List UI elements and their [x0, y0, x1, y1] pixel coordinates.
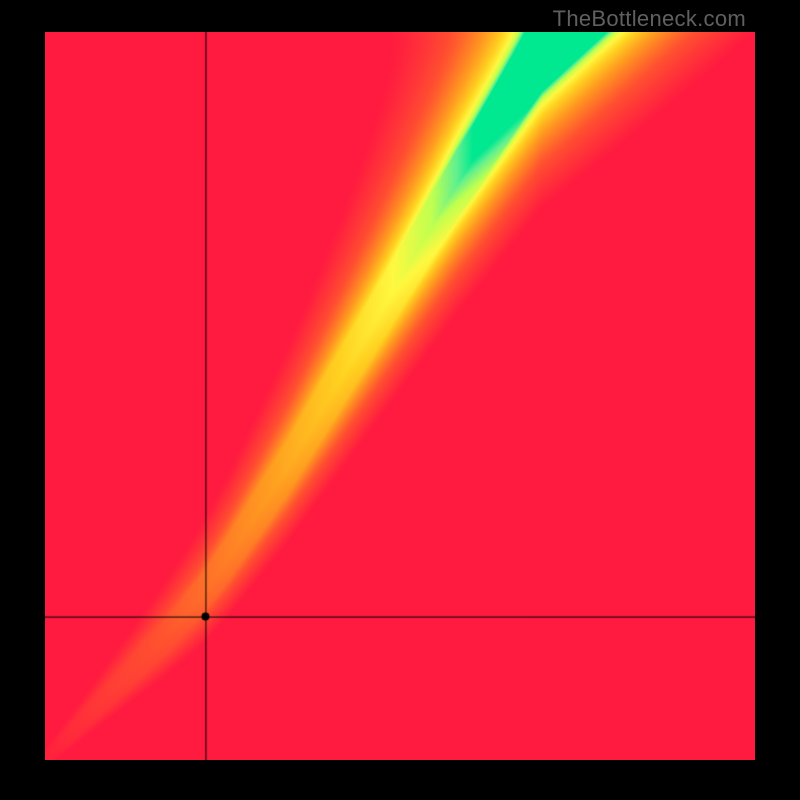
- chart-outer-frame: [0, 0, 800, 800]
- watermark-text: TheBottleneck.com: [553, 6, 746, 32]
- bottleneck-heatmap: [45, 32, 755, 760]
